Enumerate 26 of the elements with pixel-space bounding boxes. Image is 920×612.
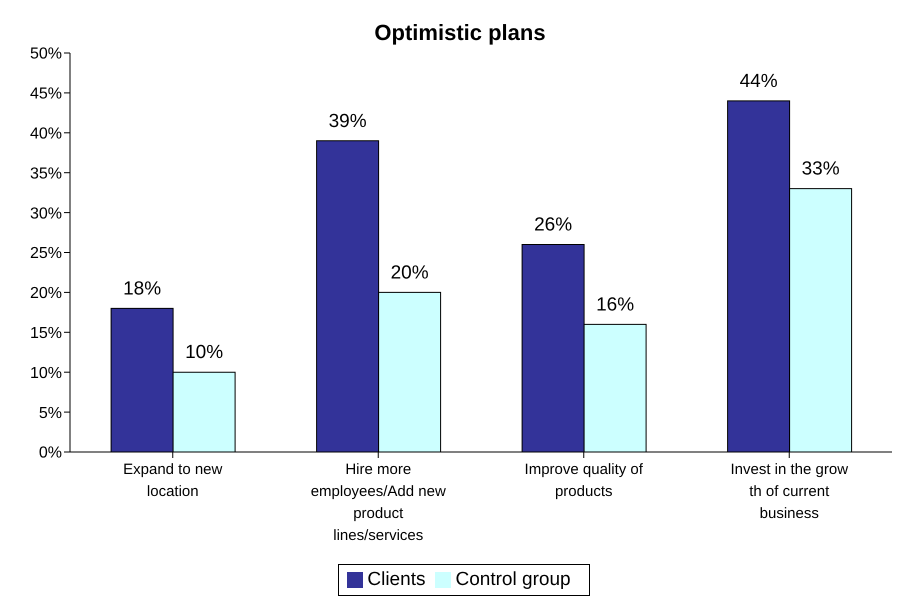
y-tick-label: 30% (30, 205, 62, 222)
y-tick-label: 25% (30, 245, 62, 262)
x-tick-label: Expand to new location (123, 461, 223, 500)
data-label: 33% (802, 158, 840, 180)
data-label: 16% (596, 294, 634, 316)
y-tick-label: 10% (30, 364, 62, 382)
chart-title: Optimistic plans (374, 20, 546, 45)
y-tick-label: 50% (30, 46, 62, 63)
y-tick-label: 0% (38, 444, 62, 462)
y-tick-label: 40% (30, 125, 62, 142)
y-tick-label: 35% (30, 165, 62, 182)
y-tick-label: 45% (30, 86, 62, 103)
data-label: 44% (740, 70, 778, 92)
x-tick-label: Improve quality of products (524, 461, 644, 500)
x-tick-label: Hire more employees/Add new product lines/services (310, 461, 446, 544)
y-tick-label: 5% (38, 404, 62, 422)
data-label: 10% (185, 342, 224, 364)
x-tick-label: Invest in the grow th of current business (730, 461, 848, 522)
y-tick-label: 15% (30, 324, 62, 342)
legend-label: Control group (455, 569, 571, 590)
data-label: 39% (328, 110, 367, 132)
data-label: 26% (534, 214, 572, 236)
y-tick-label: 20% (30, 285, 62, 302)
data-label: 18% (123, 278, 162, 300)
data-label: 20% (390, 262, 429, 284)
legend-label: Clients (367, 569, 426, 590)
